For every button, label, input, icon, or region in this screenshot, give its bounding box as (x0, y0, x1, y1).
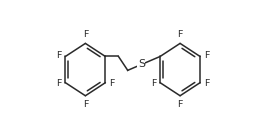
Text: S: S (138, 59, 145, 69)
Text: F: F (204, 79, 209, 88)
Text: F: F (177, 30, 183, 39)
Text: F: F (151, 79, 156, 88)
Text: F: F (83, 100, 88, 109)
Text: F: F (83, 30, 88, 39)
Text: F: F (177, 100, 183, 109)
Text: F: F (56, 51, 62, 60)
Text: F: F (204, 51, 209, 60)
Text: F: F (109, 79, 115, 88)
Text: F: F (56, 79, 62, 88)
